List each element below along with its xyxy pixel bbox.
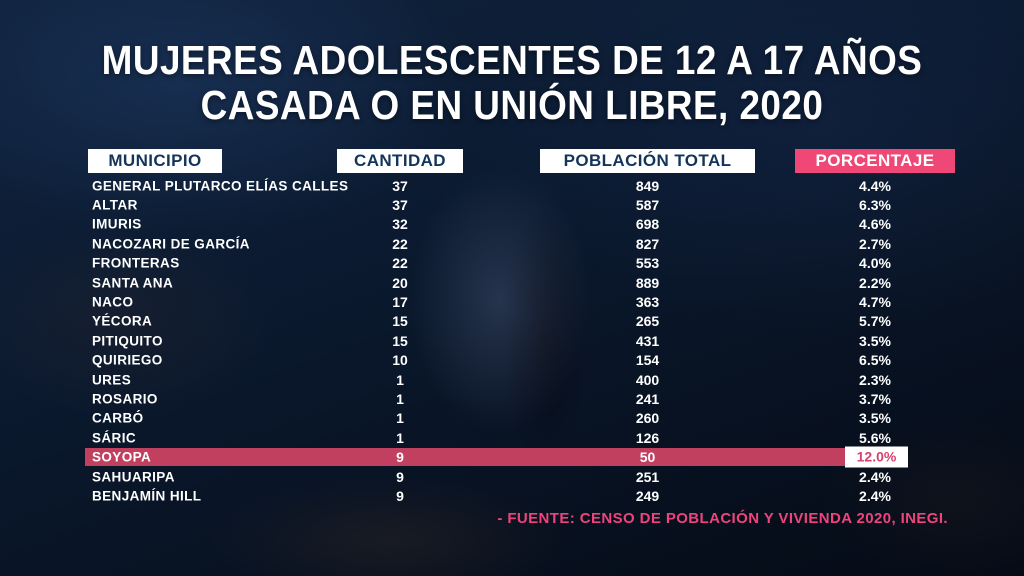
table-row: ALTAR 37 587 6.3% [85, 195, 955, 214]
table-row: YÉCORA 15 265 5.7% [85, 312, 955, 331]
cell-porcentaje: 4.0% [859, 255, 891, 272]
cell-porcentaje: 3.5% [859, 332, 891, 349]
column-header-municipio: MUNICIPIO [88, 149, 222, 173]
cell-municipio: NACO [92, 294, 134, 310]
cell-poblacion: 50 [639, 449, 656, 466]
cell-cantidad: 37 [392, 197, 408, 214]
cell-municipio: SOYOPA [92, 449, 152, 465]
cell-porcentaje: 4.7% [859, 294, 891, 311]
cell-municipio: BENJAMÍN HILL [92, 488, 202, 504]
column-header-poblacion-total: POBLACIÓN TOTAL [540, 149, 755, 173]
highlight-bar [85, 447, 845, 467]
column-header-porcentaje: PORCENTAJE [795, 149, 955, 173]
cell-cantidad: 9 [396, 449, 404, 466]
cell-porcentaje: 6.3% [859, 197, 891, 214]
source-note-text: CENSO DE POBLACIÓN Y VIVIENDA 2020, INEG… [575, 510, 948, 527]
cell-cantidad: 1 [396, 410, 404, 427]
cell-municipio: SÁRIC [92, 430, 137, 446]
cell-porcentaje: 2.4% [859, 487, 891, 504]
table-row: NACOZARI DE GARCÍA 22 827 2.7% [85, 234, 955, 253]
table-row: ROSARIO 1 241 3.7% [85, 389, 955, 408]
cell-municipio: QUIRIEGO [92, 352, 163, 368]
table-row: FRONTERAS 22 553 4.0% [85, 254, 955, 273]
table-row: PITIQUITO 15 431 3.5% [85, 331, 955, 350]
cell-cantidad: 9 [396, 468, 404, 485]
cell-municipio: IMURIS [92, 216, 142, 232]
cell-cantidad: 1 [396, 371, 404, 388]
cell-municipio: CARBÓ [92, 410, 144, 426]
cell-cantidad: 22 [392, 255, 408, 272]
cell-poblacion: 400 [635, 371, 660, 388]
cell-cantidad: 20 [392, 274, 408, 291]
table-row: QUIRIEGO 10 154 6.5% [85, 351, 955, 370]
cell-cantidad: 32 [392, 216, 408, 233]
cell-porcentaje: 2.7% [859, 235, 891, 252]
cell-cantidad: 1 [396, 429, 404, 446]
table-row: CARBÓ 1 260 3.5% [85, 409, 955, 428]
cell-porcentaje: 5.6% [859, 429, 891, 446]
cell-poblacion: 265 [635, 313, 660, 330]
cell-porcentaje: 2.4% [859, 468, 891, 485]
cell-municipio: SAHUARIPA [92, 469, 175, 485]
cell-cantidad: 1 [396, 390, 404, 407]
cell-municipio: ROSARIO [92, 391, 158, 407]
cell-porcentaje: 4.4% [859, 177, 891, 194]
cell-porcentaje: 2.2% [859, 274, 891, 291]
table-row: URES 1 400 2.3% [85, 370, 955, 389]
table-row: BENJAMÍN HILL 9 249 2.4% [85, 486, 955, 505]
cell-municipio: URES [92, 372, 132, 388]
cell-municipio: ALTAR [92, 197, 138, 213]
cell-municipio: YÉCORA [92, 313, 153, 329]
table-row: NACO 17 363 4.7% [85, 292, 955, 311]
cell-poblacion: 431 [635, 332, 660, 349]
table-row: SOYOPA 9 50 12.0% [85, 446, 955, 468]
cell-poblacion: 587 [635, 197, 660, 214]
column-header-cantidad: CANTIDAD [337, 149, 463, 173]
cell-municipio: PITIQUITO [92, 333, 163, 349]
cell-municipio: SANTA ANA [92, 275, 174, 291]
cell-cantidad: 15 [392, 313, 408, 330]
cell-poblacion: 251 [635, 468, 660, 485]
cell-poblacion: 889 [635, 274, 660, 291]
cell-porcentaje: 3.5% [859, 410, 891, 427]
cell-porcentaje: 3.7% [859, 390, 891, 407]
cell-porcentaje: 2.3% [859, 371, 891, 388]
table-row: SÁRIC 1 126 5.6% [85, 428, 955, 447]
table-row: IMURIS 32 698 4.6% [85, 215, 955, 234]
cell-poblacion: 241 [635, 390, 660, 407]
source-note-prefix: - FUENTE: [497, 510, 576, 527]
cell-porcentaje: 5.7% [859, 313, 891, 330]
cell-porcentaje: 4.6% [859, 216, 891, 233]
cell-poblacion: 849 [635, 177, 660, 194]
cell-porcentaje: 6.5% [859, 352, 891, 369]
title-line-2: CASADA O EN UNIÓN LIBRE, 2020 [200, 82, 824, 128]
cell-poblacion: 154 [635, 352, 660, 369]
page-title: MUJERES ADOLESCENTES DE 12 A 17 AÑOS CAS… [51, 38, 973, 128]
cell-cantidad: 22 [392, 235, 408, 252]
title-line-1: MUJERES ADOLESCENTES DE 12 A 17 AÑOS [101, 37, 923, 83]
table-body: GENERAL PLUTARCO ELÍAS CALLES 37 849 4.4% AL… [85, 176, 955, 506]
cell-municipio: GENERAL PLUTARCO ELÍAS CALLES [92, 178, 349, 194]
cell-poblacion: 249 [635, 487, 660, 504]
cell-poblacion: 126 [635, 429, 660, 446]
cell-poblacion: 553 [635, 255, 660, 272]
cell-poblacion: 363 [635, 294, 660, 311]
cell-poblacion: 260 [635, 410, 660, 427]
source-note: - FUENTE: CENSO DE POBLACIÓN Y VIVIENDA … [497, 510, 948, 527]
cell-municipio: NACOZARI DE GARCÍA [92, 236, 250, 252]
table-row: GENERAL PLUTARCO ELÍAS CALLES 37 849 4.4% [85, 176, 955, 195]
cell-cantidad: 17 [392, 294, 408, 311]
cell-cantidad: 37 [392, 177, 408, 194]
cell-poblacion: 698 [635, 216, 660, 233]
cell-cantidad: 9 [396, 487, 404, 504]
table-row: SANTA ANA 20 889 2.2% [85, 273, 955, 292]
cell-cantidad: 15 [392, 332, 408, 349]
cell-porcentaje: 12.0% [845, 446, 908, 468]
table-row: SAHUARIPA 9 251 2.4% [85, 467, 955, 486]
cell-poblacion: 827 [635, 235, 660, 252]
cell-municipio: FRONTERAS [92, 255, 180, 271]
cell-cantidad: 10 [392, 352, 408, 369]
